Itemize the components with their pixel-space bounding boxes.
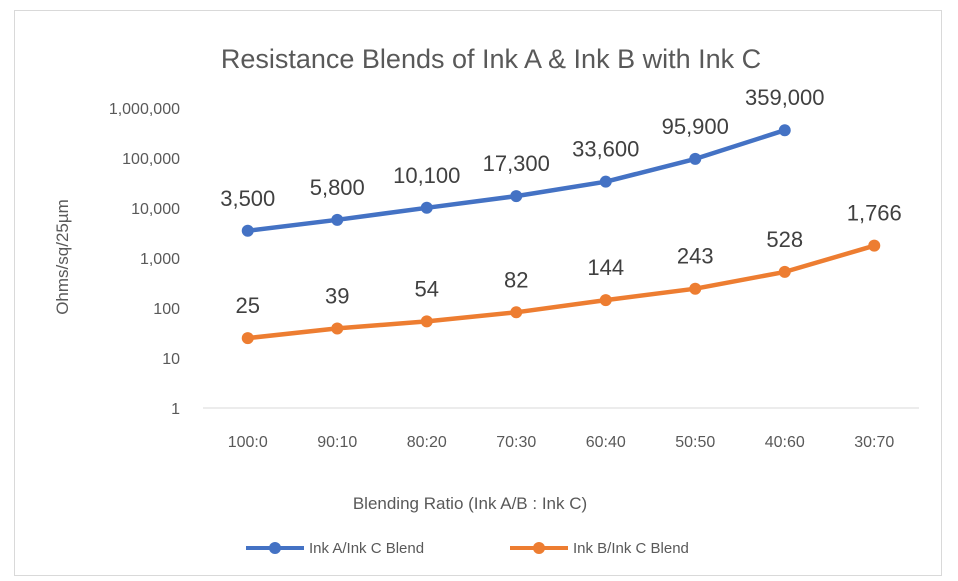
data-label: 528 xyxy=(766,227,803,252)
data-label: 82 xyxy=(504,267,528,292)
x-tick-label: 80:20 xyxy=(407,434,447,451)
legend-item: Ink B/Ink C Blend xyxy=(510,540,689,557)
data-label: 25 xyxy=(236,293,260,318)
data-point xyxy=(868,239,881,252)
data-point xyxy=(689,152,702,165)
series-group: 3,500 5,800 10,100 17,300 33,600 95,900 359,00… xyxy=(220,85,902,345)
legend-label: Ink B/Ink C Blend xyxy=(573,540,689,557)
y-tick-label: 1,000 xyxy=(140,251,180,268)
data-point xyxy=(420,315,433,328)
x-tick-label: 100:0 xyxy=(228,434,268,451)
y-tick-label: 100,000 xyxy=(122,151,180,168)
data-label: 10,100 xyxy=(393,163,460,188)
data-point xyxy=(778,124,791,137)
data-label: 3,500 xyxy=(220,186,275,211)
series-line xyxy=(245,243,877,341)
data-label: 54 xyxy=(415,276,439,301)
x-tick-label: 30:70 xyxy=(854,434,894,451)
y-tick-label: 1,000,000 xyxy=(109,101,180,118)
data-label: 33,600 xyxy=(572,137,639,162)
y-tick-label: 10,000 xyxy=(131,201,180,218)
legend-item: Ink A/Ink C Blend xyxy=(246,540,424,557)
data-label: 17,300 xyxy=(483,151,550,176)
data-point xyxy=(331,322,344,335)
x-axis-ticks: 100:0 90:10 80:20 70:30 60:40 50:50 40:60 30:70 xyxy=(228,434,895,451)
chart-area xyxy=(14,10,942,576)
x-tick-label: 50:50 xyxy=(675,434,715,451)
data-label: 243 xyxy=(677,244,714,269)
y-tick-label: 100 xyxy=(153,301,180,318)
chart-title: Resistance Blends of Ink A & Ink B with … xyxy=(221,44,761,74)
data-point xyxy=(599,175,612,188)
data-point xyxy=(420,201,433,214)
legend-label: Ink A/Ink C Blend xyxy=(309,540,424,557)
data-label: 1,766 xyxy=(847,201,902,226)
y-axis-ticks: 1 10 100 1,000 10,000 100,000 1,000,000 xyxy=(109,101,180,418)
legend-marker xyxy=(533,542,545,554)
data-point xyxy=(331,213,344,226)
legend-marker xyxy=(269,542,281,554)
series-2: 25 39 54 82 144 243 528 1,766 xyxy=(236,201,902,345)
y-tick-label: 10 xyxy=(162,351,180,368)
x-tick-label: 60:40 xyxy=(586,434,626,451)
data-label: 144 xyxy=(587,255,624,280)
data-point xyxy=(241,224,254,237)
data-point xyxy=(689,282,702,295)
data-point xyxy=(778,265,791,278)
data-label: 5,800 xyxy=(310,175,365,200)
y-tick-label: 1 xyxy=(171,401,180,418)
x-tick-label: 90:10 xyxy=(317,434,357,451)
x-axis-title: Blending Ratio (Ink A/B : Ink C) xyxy=(353,494,587,513)
y-axis-title: Ohms/sq/25µm xyxy=(53,199,72,315)
x-tick-label: 70:30 xyxy=(496,434,536,451)
data-point xyxy=(599,294,612,307)
legend: Ink A/Ink C Blend Ink B/Ink C Blend xyxy=(246,540,689,557)
data-point xyxy=(510,190,523,203)
data-point xyxy=(510,306,523,319)
x-tick-label: 40:60 xyxy=(765,434,805,451)
data-label: 39 xyxy=(325,283,349,308)
series-1: 3,500 5,800 10,100 17,300 33,600 95,900 359,00… xyxy=(220,85,825,237)
data-point xyxy=(241,332,254,345)
data-label: 95,900 xyxy=(662,114,729,139)
data-label: 359,000 xyxy=(745,85,825,110)
